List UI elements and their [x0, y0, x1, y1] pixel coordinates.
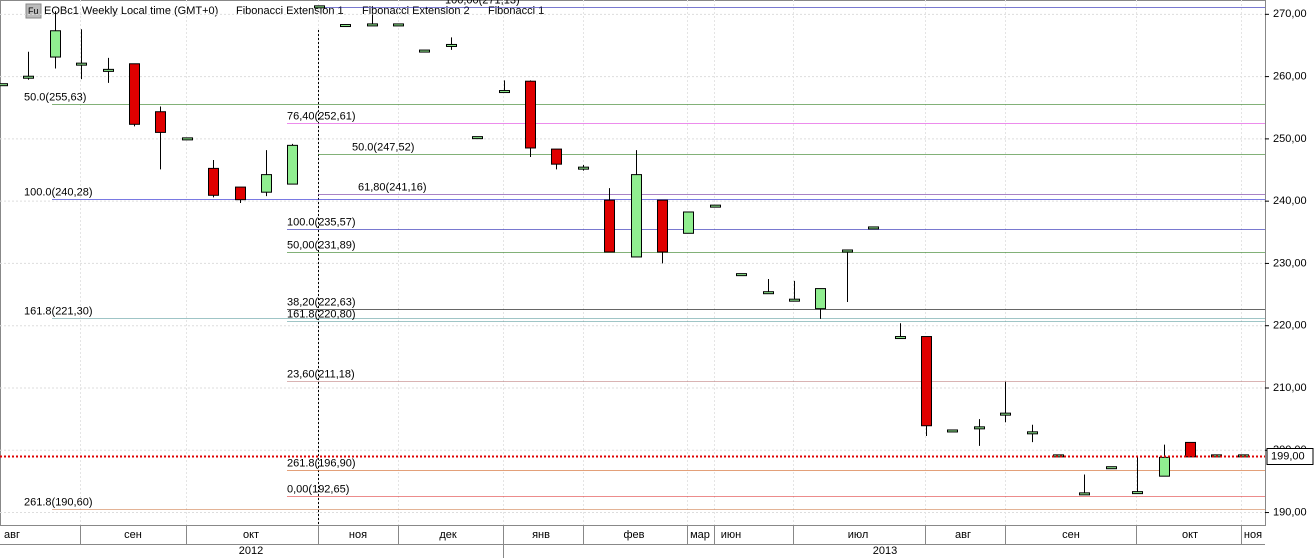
month-label: янв [532, 529, 550, 541]
candle-body [393, 23, 404, 27]
fib-level-label: 61,80(241,16) [358, 181, 427, 193]
candle-body [551, 148, 562, 165]
month-label: окт [243, 529, 259, 541]
month-label: июл [848, 529, 869, 541]
y-tick-label: 220,00 [1273, 320, 1307, 332]
candle-body [314, 5, 325, 9]
candle-body [287, 144, 298, 185]
candle-body [921, 336, 932, 427]
fib-level-label: 100,00(271,13) [445, 0, 520, 6]
month-label: сен [124, 529, 142, 541]
candle-body [499, 90, 510, 94]
fib-level-label: 50.0(247,52) [352, 141, 414, 153]
fib-level-label: 161.8(221,30) [24, 305, 93, 317]
candle-body [0, 83, 8, 87]
candle-body [1159, 456, 1170, 477]
month-label: авг [4, 529, 20, 541]
month-label: дек [439, 529, 457, 541]
candle-body [631, 174, 642, 258]
candle-body [103, 68, 114, 72]
candle-body [789, 298, 800, 302]
candle-body [710, 204, 721, 208]
candle-body [446, 43, 457, 47]
candle-body [419, 49, 430, 53]
candle-body [736, 273, 747, 277]
candle-body [974, 426, 985, 430]
candle-body [23, 75, 34, 79]
fib-level-label: 50,00(231,89) [287, 239, 356, 251]
candle-body [182, 137, 193, 141]
candle-body [1106, 466, 1117, 470]
fib-level-label: 76,40(252,61) [287, 110, 356, 122]
fib-level-label: 100.0(235,57) [287, 216, 356, 228]
candle-body [525, 80, 536, 149]
last-price-label: 199,00 [1271, 450, 1305, 462]
month-label: ноя [1244, 529, 1262, 541]
month-label: мар [690, 529, 710, 541]
toolbar-study: Fibonacci Extension 2 [362, 5, 470, 17]
toolbar-study: Fibonacci 1 [488, 5, 544, 17]
candle-body [868, 226, 879, 230]
candle-body [947, 429, 958, 433]
fib-level-label: 0,00(192,65) [287, 483, 349, 495]
year-label: 2013 [873, 545, 897, 557]
candle-body [129, 63, 140, 125]
candle-body [578, 166, 589, 170]
fib-level-label: 38,20(222,63) [287, 296, 356, 308]
y-tick-label: 210,00 [1273, 382, 1307, 394]
y-tick-label: 190,00 [1273, 506, 1307, 518]
candle-body [763, 291, 774, 295]
candle-body [604, 199, 615, 253]
y-tick-label: 240,00 [1273, 195, 1307, 207]
candle-body [340, 24, 351, 28]
candle-body [657, 199, 668, 253]
candle-body [1000, 412, 1011, 416]
month-label: фев [623, 529, 644, 541]
candle-body [683, 211, 694, 234]
candle-body [472, 136, 483, 140]
fib-level-label: 23,60(211,18) [287, 368, 355, 380]
month-label: сен [1062, 529, 1080, 541]
fib-level-label: 50.0(255,63) [24, 91, 86, 103]
candle-body [76, 62, 87, 66]
toolbar: Fu [25, 3, 42, 19]
candle-body [1132, 491, 1143, 495]
last-price-box [1266, 448, 1314, 465]
fib-level-label: 261.8(190,60) [24, 496, 93, 508]
candle-body [815, 288, 826, 310]
candle-body [261, 174, 272, 193]
y-tick-label: 250,00 [1273, 133, 1307, 145]
candle-body [895, 336, 906, 340]
candle-body [1079, 492, 1090, 496]
candle-body [208, 167, 219, 196]
candle-body [235, 186, 246, 201]
fib-level-label: 100.0(240,28) [24, 186, 93, 198]
fib-level-label: 261.8(196,90) [287, 457, 356, 469]
candle-body [842, 249, 853, 253]
toolbar-study: Fibonacci Extension 1 [236, 5, 344, 17]
candle-body [1027, 431, 1038, 435]
candle-body [155, 111, 166, 133]
month-label: окт [1182, 529, 1198, 541]
candle-body [367, 23, 378, 27]
toolbar-icon-text: Fu [28, 6, 39, 16]
fib-level-label: 161.8(220,80) [287, 308, 356, 320]
month-label: авг [955, 529, 971, 541]
candle-body [1185, 441, 1196, 458]
year-label: 2012 [239, 545, 263, 557]
month-label: июн [721, 529, 741, 541]
toolbar-title: EOBc1 Weekly Local time (GMT+0) [44, 5, 218, 17]
y-tick-label: 260,00 [1273, 71, 1307, 83]
y-tick-label: 270,00 [1273, 8, 1307, 20]
candle-body [50, 30, 61, 58]
month-label: ноя [349, 529, 367, 541]
y-tick-label: 230,00 [1273, 257, 1307, 269]
